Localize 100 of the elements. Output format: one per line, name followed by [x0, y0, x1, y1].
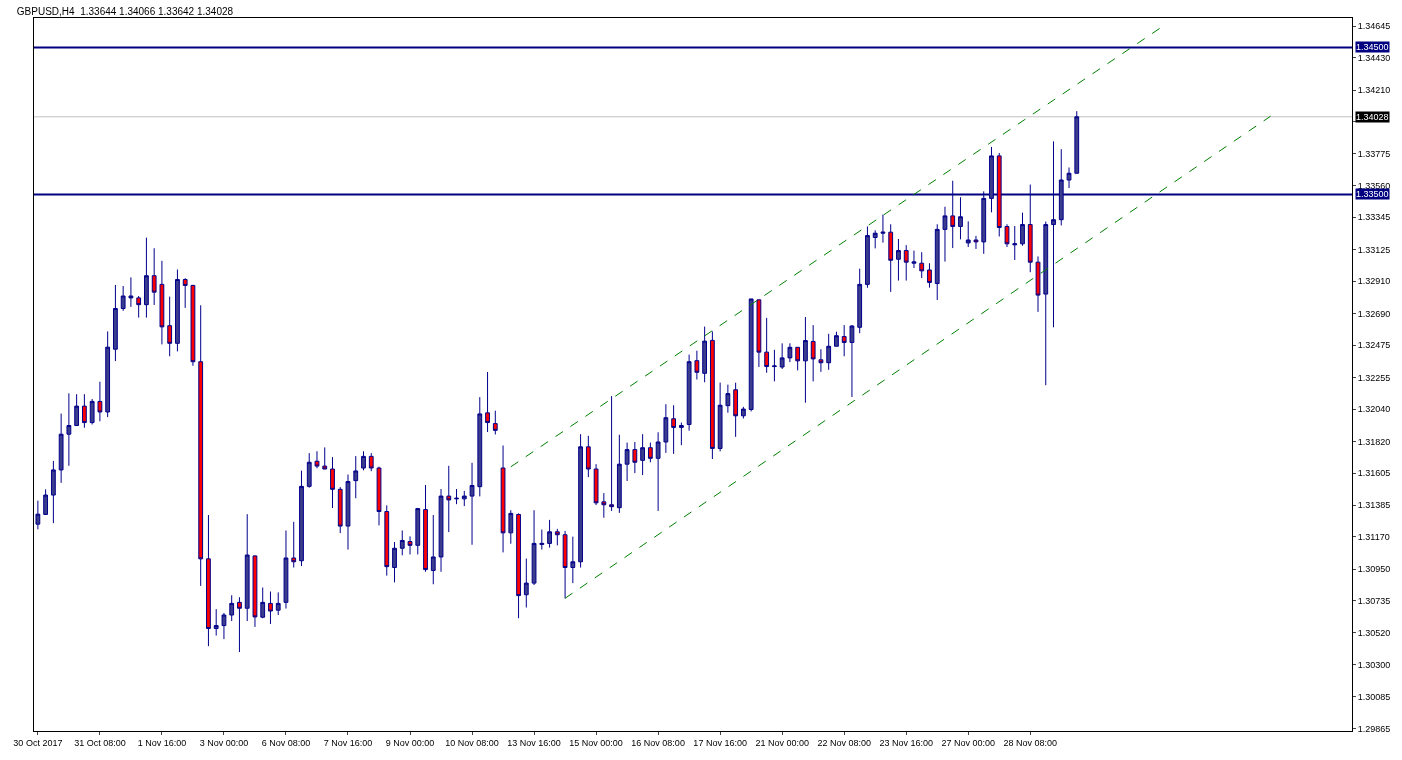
- x-tick-label: 30 Oct 2017: [13, 737, 63, 748]
- candlestick: [756, 299, 762, 368]
- candlestick: [368, 452, 374, 472]
- candlestick: [919, 251, 925, 279]
- candlestick: [50, 460, 56, 524]
- y-tick-label: 1.30300: [1357, 660, 1391, 670]
- candlestick: [306, 452, 312, 489]
- candlestick: [748, 298, 754, 412]
- candlestick: [857, 268, 863, 334]
- candlestick: [601, 492, 607, 519]
- candlestick: [182, 277, 188, 309]
- candlestick: [764, 317, 770, 374]
- candlestick: [353, 455, 359, 499]
- candlestick: [826, 333, 832, 371]
- candlestick: [1035, 255, 1041, 313]
- y-tick-label: 1.34210: [1357, 85, 1391, 96]
- candlestick: [671, 404, 677, 455]
- candlestick: [384, 504, 390, 577]
- y-tick-label: 1.32690: [1357, 308, 1391, 319]
- candlestick: [593, 463, 599, 506]
- candlestick: [709, 330, 715, 460]
- candlestick: [865, 225, 870, 289]
- candlestick: [554, 528, 560, 546]
- candlestick: [787, 342, 793, 363]
- candlestick: [616, 434, 622, 514]
- candlestick: [849, 324, 855, 398]
- candlestick: [105, 330, 111, 418]
- candlestick: [647, 442, 653, 463]
- candlestick: [965, 220, 971, 248]
- candlestick: [1012, 225, 1018, 261]
- y-tick-label: 1.32475: [1357, 340, 1391, 351]
- candlestick: [562, 530, 568, 600]
- candlestick: [477, 396, 483, 497]
- y-tick-label: 1.33775: [1357, 149, 1391, 160]
- candlestick: [89, 398, 95, 425]
- x-tick-label: 27 Nov 00:00: [941, 737, 995, 748]
- x-tick-label: 6 Nov 08:00: [261, 737, 311, 748]
- candlestick: [198, 304, 204, 587]
- x-tick-label: 17 Nov 16:00: [693, 737, 747, 748]
- candlestick: [516, 512, 521, 619]
- candlestick: [640, 433, 646, 476]
- x-tick-label: 15 Nov 00:00: [569, 737, 623, 748]
- x-tick-label: 22 Nov 08:00: [817, 737, 871, 748]
- candlestick: [880, 214, 886, 244]
- candlestick: [1020, 212, 1025, 247]
- candlestick: [206, 514, 211, 647]
- candlestick: [702, 326, 708, 383]
- y-tick-label: 1.32040: [1357, 404, 1391, 415]
- candlestick: [221, 612, 227, 640]
- candlestick: [570, 536, 576, 584]
- ref-line-label: 1.34028: [1356, 112, 1389, 122]
- y-tick-label: 1.34645: [1357, 21, 1391, 32]
- y-tick-label: 1.30520: [1357, 627, 1391, 638]
- x-tick-label: 1 Nov 16:00: [137, 737, 187, 748]
- candlestick: [237, 596, 242, 653]
- candlestick: [407, 535, 413, 555]
- candlestick: [74, 393, 80, 427]
- candlestick: [229, 594, 235, 622]
- candlestick: [733, 382, 739, 438]
- y-tick-label: 1.30735: [1357, 596, 1391, 607]
- candlestick: [779, 342, 785, 370]
- candlestick: [275, 591, 281, 616]
- candlestick: [1074, 110, 1080, 175]
- candlestick: [1004, 223, 1010, 248]
- candlestick: [934, 223, 940, 301]
- y-tick-label: 1.34430: [1357, 52, 1391, 63]
- y-tick-label: 1.31820: [1357, 436, 1391, 447]
- candlestick: [818, 348, 824, 373]
- y-tick-label: 1.31605: [1357, 468, 1391, 479]
- candlestick: [167, 296, 173, 357]
- candlestick: [291, 521, 297, 569]
- candlestick: [35, 500, 41, 530]
- candlestick: [399, 529, 405, 556]
- candlestick: [58, 413, 64, 484]
- candlestick: [888, 223, 894, 293]
- candlestick: [81, 393, 87, 429]
- candlestick: [260, 587, 266, 619]
- x-tick-label: 28 Nov 08:00: [1003, 737, 1058, 748]
- candlestick: [911, 250, 917, 269]
- candlestick: [927, 262, 932, 289]
- y-tick-label: 1.31385: [1357, 500, 1391, 511]
- candlestick: [423, 484, 428, 573]
- candlestick: [213, 608, 219, 637]
- candlestick: [322, 446, 328, 470]
- candlestick: [841, 324, 847, 357]
- y-tick-label: 1.31170: [1357, 532, 1390, 543]
- candlestick: [903, 244, 909, 282]
- candlestick: [128, 276, 134, 308]
- candlestick: [694, 350, 700, 380]
- candlestick: [942, 206, 948, 263]
- candlestick: [120, 285, 126, 312]
- x-tick-label: 3 Nov 00:00: [199, 737, 249, 748]
- y-tick-label: 1.32910: [1357, 276, 1391, 287]
- candlestick: [686, 354, 692, 432]
- candlestick: [151, 247, 157, 306]
- candlestick: [430, 514, 436, 585]
- candlestick: [159, 260, 165, 345]
- candlestick: [717, 382, 723, 452]
- candlestick: [314, 450, 320, 469]
- candlestick: [43, 488, 49, 516]
